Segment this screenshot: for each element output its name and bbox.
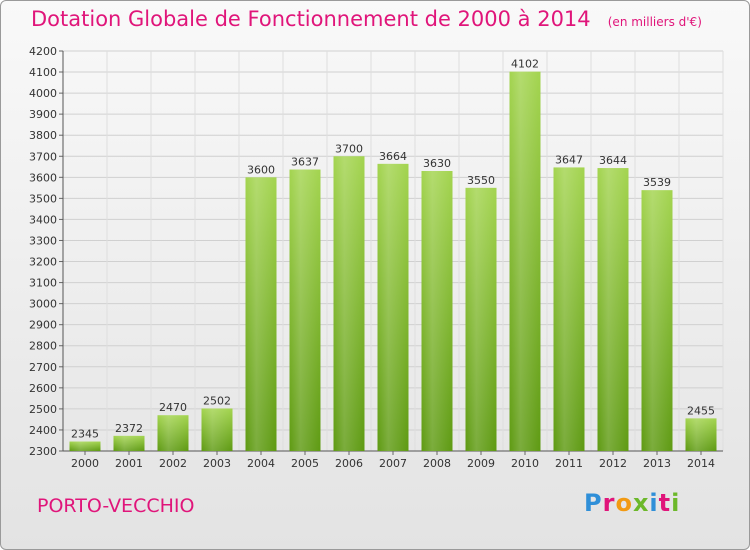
data-label: 2372: [115, 422, 143, 435]
bar-layer: [69, 71, 717, 452]
data-label: 2470: [159, 401, 187, 414]
data-label: 3644: [599, 154, 627, 167]
x-tick-label: 2000: [71, 457, 99, 470]
y-tick-label: 3100: [29, 277, 57, 290]
bar-highlight: [421, 171, 453, 451]
bar-highlight: [553, 167, 585, 451]
x-tick-label: 2014: [687, 457, 715, 470]
chart-title: Dotation Globale de Fonctionnement de 20…: [31, 7, 591, 31]
data-label: 2345: [71, 428, 99, 441]
x-tick-label: 2001: [115, 457, 143, 470]
bar-highlight: [113, 435, 145, 451]
y-tick-label: 3400: [29, 213, 57, 226]
y-tick-label: 3500: [29, 192, 57, 205]
x-tick-label: 2003: [203, 457, 231, 470]
logo-letter: P: [584, 489, 603, 517]
logo-letter: t: [658, 489, 672, 517]
bar-highlight: [509, 71, 541, 451]
y-tick-label: 3000: [29, 298, 57, 311]
bar-highlight: [157, 415, 189, 451]
x-tick-label: 2013: [643, 457, 671, 470]
logo-letter: x: [632, 489, 650, 517]
bar-highlight: [377, 163, 409, 451]
label-layer: 2345 2372 2470 2502 3600 3637 3700 3664 3630 3550…: [71, 58, 715, 441]
bar-highlight: [333, 156, 365, 451]
y-tick-label: 2600: [29, 382, 57, 395]
y-tick-label: 3800: [29, 129, 57, 142]
x-tick-label: 2006: [335, 457, 363, 470]
y-tick-label: 4100: [29, 66, 57, 79]
y-tick-label: 2300: [29, 445, 57, 458]
data-label: 3647: [555, 153, 583, 166]
logo-letter: o: [615, 489, 633, 517]
y-tick-label: 2900: [29, 319, 57, 332]
axis-layer: 2300 2400 2500 2600 2700 2800 2900 3000 3100 3200…: [29, 45, 723, 470]
logo-letter: i: [671, 489, 681, 517]
logo-letter: i: [649, 489, 659, 517]
y-tick-label: 2400: [29, 424, 57, 437]
data-label: 3600: [247, 163, 275, 176]
bar-highlight: [245, 177, 277, 451]
data-label: 3630: [423, 157, 451, 170]
data-label: 3664: [379, 150, 407, 163]
x-tick-label: 2009: [467, 457, 495, 470]
title-row: Dotation Globale de Fonctionnement de 20…: [31, 7, 702, 31]
y-tick-label: 2700: [29, 361, 57, 374]
y-tick-label: 2800: [29, 340, 57, 353]
bar-highlight: [597, 168, 629, 452]
y-tick-label: 3900: [29, 108, 57, 121]
x-tick-label: 2005: [291, 457, 319, 470]
chart-subtitle: (en milliers d'€): [607, 15, 702, 29]
data-label: 3637: [291, 156, 319, 169]
x-tick-label: 2008: [423, 457, 451, 470]
x-tick-label: 2011: [555, 457, 583, 470]
data-label: 2502: [203, 394, 231, 407]
bar-highlight: [201, 408, 233, 451]
x-tick-label: 2007: [379, 457, 407, 470]
logo-letter: r: [602, 489, 616, 517]
x-tick-label: 2012: [599, 457, 627, 470]
data-label: 3550: [467, 174, 495, 187]
proxiti-logo[interactable]: Proxiti: [584, 489, 680, 517]
x-tick-label: 2002: [159, 457, 187, 470]
commune-name: PORTO-VECCHIO: [37, 495, 195, 517]
y-tick-label: 4000: [29, 87, 57, 100]
y-tick-label: 3600: [29, 171, 57, 184]
y-tick-label: 3700: [29, 150, 57, 163]
bar-highlight: [685, 418, 717, 451]
bar-highlight: [69, 441, 101, 451]
y-tick-label: 2500: [29, 403, 57, 416]
y-tick-label: 3200: [29, 256, 57, 269]
x-tick-label: 2004: [247, 457, 275, 470]
bar-highlight: [465, 187, 497, 451]
bar-highlight: [289, 169, 321, 452]
y-tick-label: 3300: [29, 234, 57, 247]
bar-highlight: [641, 190, 673, 451]
data-label: 3539: [643, 176, 671, 189]
data-label: 4102: [511, 58, 539, 71]
x-tick-label: 2010: [511, 457, 539, 470]
data-label: 2455: [687, 404, 715, 417]
y-tick-label: 4200: [29, 45, 57, 58]
data-label: 3700: [335, 142, 363, 155]
